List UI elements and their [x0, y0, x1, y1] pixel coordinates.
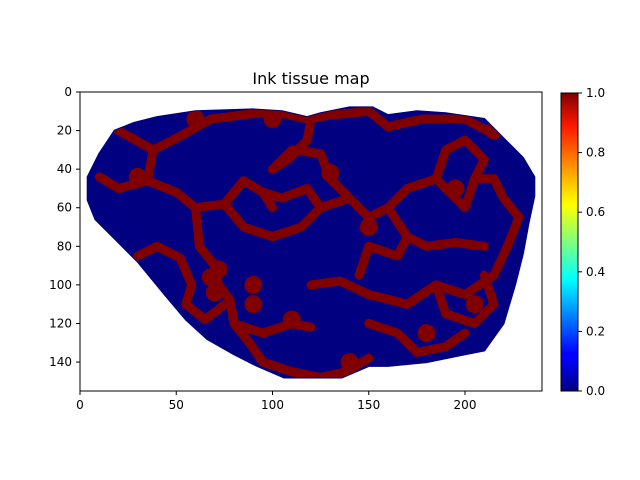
colorbar-tick-label: 0.6: [586, 205, 605, 219]
ink-blob: [465, 295, 484, 314]
ink-path: [133, 241, 235, 325]
ink-path: [229, 319, 374, 378]
ink-path: [402, 232, 489, 251]
ink-path: [345, 174, 470, 222]
y-tick-label: 40: [57, 162, 72, 176]
y-tick-label: 20: [57, 124, 72, 138]
colorbar-axis: 0.0 0.2 0.4 0.6 0.8 1.0: [578, 86, 605, 398]
colorbar-tick-label: 1.0: [586, 86, 605, 100]
axes-frame: [79, 91, 543, 392]
x-tick-label: 50: [169, 398, 184, 412]
ink-blob: [446, 179, 465, 198]
colorbar-tick-label: 0.8: [586, 146, 605, 160]
ink-blob: [282, 310, 301, 329]
ink-blob: [484, 121, 503, 140]
plot-area: [86, 106, 536, 379]
ink-blob: [417, 324, 436, 343]
ink-blob: [186, 110, 205, 128]
ink-path: [470, 174, 524, 251]
x-tick-label: 100: [261, 398, 284, 412]
ink-blob: [244, 295, 263, 314]
ink-blob: [205, 283, 224, 302]
x-tick-label: 0: [76, 398, 84, 412]
ink-path: [364, 107, 499, 139]
y-tick-label: 120: [49, 316, 72, 330]
colorbar-tick-label: 0.4: [586, 265, 605, 279]
ink-blob: [321, 164, 340, 182]
ink-path: [258, 184, 326, 213]
ink-blob: [244, 275, 263, 294]
ink-blob: [128, 167, 147, 186]
x-tick-label: 150: [357, 398, 380, 412]
ink-path: [431, 135, 489, 213]
ink-path: [354, 203, 412, 280]
ink-blob: [359, 218, 378, 236]
y-tick-label: 0: [64, 85, 72, 99]
ink-blob: [201, 268, 220, 287]
ink-blob: [340, 353, 359, 372]
colorbar-tick-label: 0.2: [586, 324, 605, 338]
x-axis: 0 50 100 150 200: [76, 391, 476, 412]
ink-path: [431, 270, 499, 328]
y-tick-label: 80: [57, 239, 72, 253]
colorbar-tick-label: 0.0: [586, 384, 605, 398]
y-axis: 0 20 40 60 80 100 120 140: [49, 85, 80, 369]
chart-title: Ink tissue map: [252, 69, 369, 88]
ink-path: [142, 145, 158, 186]
ink-path: [268, 114, 316, 174]
ink-path: [364, 319, 470, 357]
ink-layer: [94, 107, 524, 378]
x-tick-label: 200: [454, 398, 477, 412]
y-tick-label: 100: [49, 278, 72, 292]
colorbar: [560, 92, 579, 392]
ink-path: [219, 193, 354, 242]
y-tick-label: 60: [57, 201, 72, 215]
ink-blob: [263, 110, 282, 128]
y-tick-label: 140: [49, 355, 72, 369]
